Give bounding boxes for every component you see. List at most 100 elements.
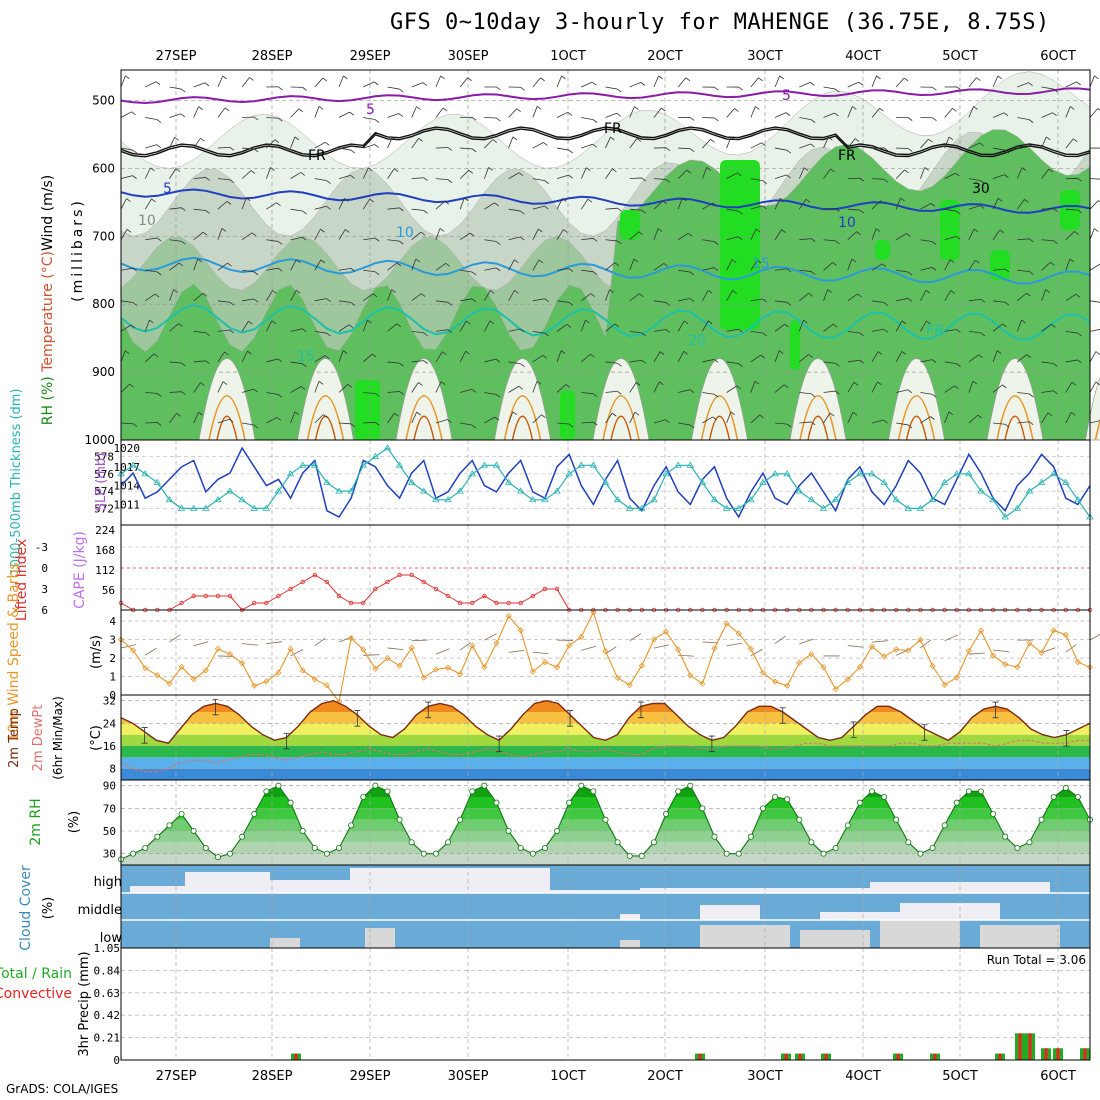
wind-barb xyxy=(1065,231,1079,241)
pressure-tick-label: 800 xyxy=(92,297,115,311)
wind-barb xyxy=(363,654,380,656)
thickness-marker xyxy=(347,487,355,494)
wind-barb xyxy=(435,329,453,333)
wind-speed-marker xyxy=(457,670,464,678)
wind-barb xyxy=(677,169,691,179)
rh-marker xyxy=(263,788,270,795)
wind-barb xyxy=(1065,106,1075,118)
wind-barb xyxy=(120,300,138,306)
lifted-index-marker xyxy=(421,579,427,585)
wind-barb xyxy=(1041,86,1058,93)
thickness-marker xyxy=(856,470,864,477)
thickness-axis-label: 1000-500mb Thickness (dm) xyxy=(9,388,24,575)
thickness-marker xyxy=(771,470,779,477)
thickness-marker xyxy=(807,495,816,503)
wind-barb xyxy=(920,117,937,122)
precip-conv-bar xyxy=(1083,1048,1087,1060)
precip-units-label: 3hr Precip (mm) xyxy=(77,951,92,1056)
wind-barb xyxy=(411,208,428,214)
wind-barb xyxy=(169,323,183,332)
wind-barb xyxy=(290,328,307,332)
wind-barb xyxy=(411,231,426,241)
wind-speed-marker xyxy=(832,686,839,693)
wind-barb xyxy=(363,392,380,397)
wind-barb xyxy=(556,384,571,393)
wind-barb xyxy=(290,259,301,271)
wind-barb xyxy=(556,147,574,154)
wind-barb xyxy=(968,178,985,184)
run-total-label: Run Total = 3.06 xyxy=(987,953,1086,967)
rh-band xyxy=(121,797,1090,809)
thickness-marker xyxy=(250,504,258,511)
wind-barb xyxy=(120,229,132,240)
wind-barb xyxy=(629,231,643,241)
rh-marker xyxy=(299,828,306,835)
wind-barb xyxy=(750,259,762,271)
wind-barb xyxy=(920,266,937,271)
wind-barb xyxy=(702,320,713,332)
wind-barb xyxy=(702,416,717,424)
wind-barb xyxy=(338,175,355,180)
wind-barb xyxy=(532,298,549,303)
cloud-high-fill xyxy=(270,880,350,893)
wind-barb xyxy=(944,290,956,302)
wind-barb xyxy=(556,111,573,118)
rh-marker xyxy=(227,850,234,857)
lifted-index-tick: 3 xyxy=(41,583,48,596)
wind-barb xyxy=(895,320,907,332)
wind-barb xyxy=(290,649,304,657)
wind-barb xyxy=(556,268,574,272)
wind-barb xyxy=(145,422,162,426)
wind-barb xyxy=(823,390,840,395)
wind-speed-marker xyxy=(602,648,609,655)
contour-label: 5 xyxy=(163,181,172,197)
wind-barb xyxy=(314,637,326,647)
wind-barb xyxy=(750,380,760,393)
wind-barb xyxy=(944,136,954,149)
wind-speed-marker xyxy=(784,682,791,689)
temp-contour-30 xyxy=(1004,415,1026,441)
rh-marker xyxy=(844,822,851,829)
wind-speed-marker xyxy=(808,650,815,658)
wind-barb xyxy=(823,168,835,179)
wind-barb xyxy=(338,324,354,332)
wind-barb xyxy=(993,268,1010,273)
temp-contour-25 xyxy=(996,395,1034,441)
wind-barb xyxy=(823,136,833,149)
wind-barb xyxy=(460,388,476,393)
wind-barb xyxy=(217,75,227,88)
dewpt-axis-label: 2m DewPt xyxy=(31,705,46,772)
wind-barb xyxy=(920,138,933,149)
wind-barb xyxy=(387,361,404,367)
thickness-marker xyxy=(1013,504,1022,511)
wind-speed-marker xyxy=(941,681,948,688)
thickness-marker xyxy=(880,478,888,485)
rh-marker xyxy=(626,852,633,859)
thickness-marker xyxy=(165,495,174,503)
freezing-level-line xyxy=(120,126,1091,156)
wind-barb xyxy=(193,231,208,241)
rh-marker xyxy=(638,852,645,859)
minmax-whisker xyxy=(567,710,574,727)
wind-barb xyxy=(387,113,404,118)
wind-barb xyxy=(145,647,157,656)
wind-barb xyxy=(726,208,743,215)
cloud-high-fill xyxy=(350,868,550,893)
wind-barb xyxy=(435,381,446,393)
wind-barb xyxy=(605,207,622,212)
wind-axis-label: 10m Wind Speed & Barbs xyxy=(6,562,22,741)
wind-barb xyxy=(314,298,331,302)
thickness-marker xyxy=(989,495,997,503)
lifted-index-marker xyxy=(457,600,463,606)
rh-marker xyxy=(505,828,512,835)
wind-barb xyxy=(968,298,986,303)
wind-barb xyxy=(290,236,307,241)
wind-barb xyxy=(145,144,161,149)
wind-barb xyxy=(217,300,235,306)
wind-barb xyxy=(1041,208,1058,212)
rh-axis-label: 2m RH xyxy=(28,798,44,845)
thickness-marker xyxy=(831,495,840,503)
wind-barb xyxy=(726,361,743,367)
rh-marker xyxy=(287,799,294,806)
temp-contour-30 xyxy=(708,415,731,441)
